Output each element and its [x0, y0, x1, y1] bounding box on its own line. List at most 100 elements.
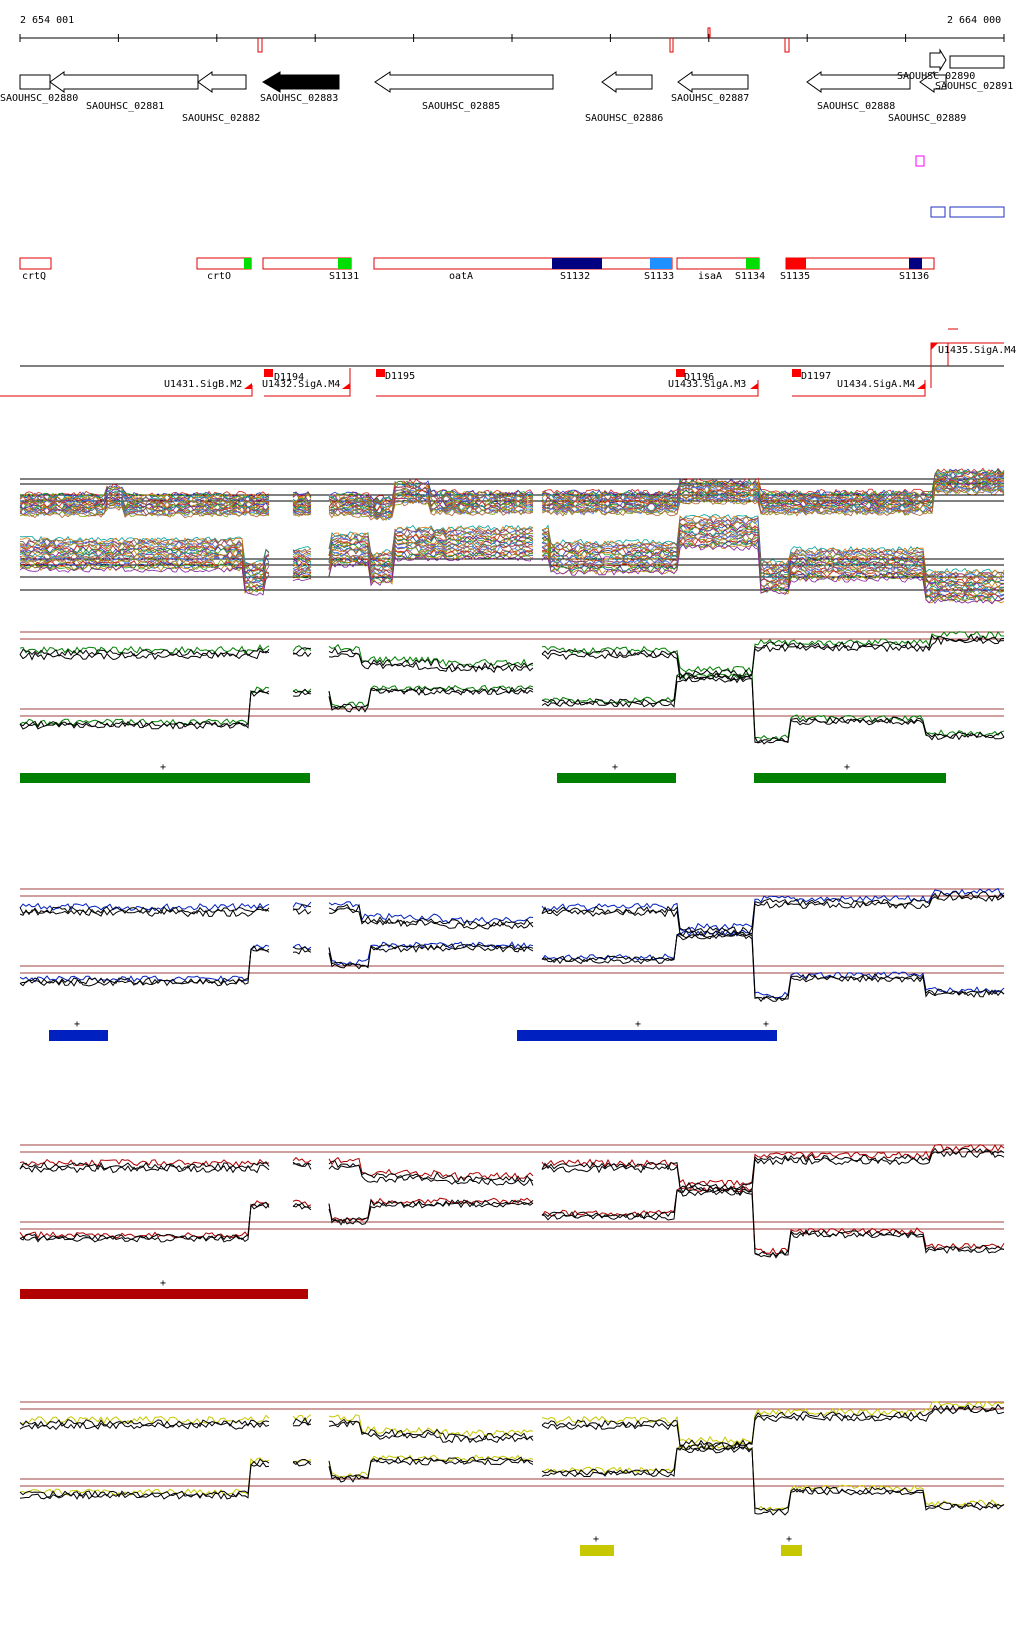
feature-box[interactable]: [262, 257, 352, 270]
plus-sign: +: [786, 1534, 792, 1545]
profile-line: [19, 528, 1005, 590]
feature-box[interactable]: [196, 257, 252, 270]
feature-segment[interactable]: [552, 258, 602, 269]
feature-label: S1135: [780, 271, 810, 282]
profile-line: [19, 672, 1005, 741]
profile-line: [19, 893, 1005, 938]
profile-line: [19, 482, 1005, 515]
profile-line: [19, 929, 1005, 999]
gene-label: SAOUHSC_02888: [817, 101, 895, 112]
plus-sign: +: [763, 1019, 769, 1030]
profile-line: [19, 541, 1005, 602]
profile-line: [19, 1187, 1005, 1257]
profile-line: [19, 536, 1005, 598]
gene-arrow-8[interactable]: [806, 71, 911, 93]
transcript-label: U1433.SigA.M3: [668, 379, 746, 390]
gene-arrows[interactable]: [19, 48, 1005, 93]
profile-line: [19, 524, 1005, 587]
gene-arrow-1[interactable]: [19, 74, 51, 90]
feature-segment[interactable]: [786, 258, 806, 269]
segment-bar-yellow[interactable]: [781, 1545, 802, 1556]
gene-label: SAOUHSC_02883: [260, 93, 338, 104]
profile-line: [19, 521, 1005, 583]
ruler-end-label: 2 664 000: [947, 15, 1001, 26]
plus-sign: +: [160, 1278, 166, 1289]
feature-label: S1136: [899, 271, 929, 282]
gene-arrow-4[interactable]: [262, 71, 340, 93]
expression-profiles: [19, 467, 1005, 1516]
profile-line: [19, 633, 1005, 678]
gene-arrow-6[interactable]: [601, 71, 653, 93]
feature-box[interactable]: [373, 257, 673, 270]
blue-outline-feature[interactable]: [949, 206, 1005, 218]
transcript-label: U1432.SigA.M4: [262, 379, 340, 390]
segment-bar-yellow[interactable]: [580, 1545, 614, 1556]
profile-line: [19, 1442, 1005, 1512]
feature-label: S1131: [329, 271, 359, 282]
gene-arrow-11[interactable]: [949, 55, 1005, 69]
profile-line: [19, 531, 1005, 592]
gene-arrow-9[interactable]: [919, 71, 947, 93]
segment-bar-green[interactable]: [754, 773, 946, 783]
gene-label: SAOUHSC_02889: [888, 113, 966, 124]
segment-bar-green[interactable]: [20, 773, 310, 783]
plus-sign: +: [612, 762, 618, 773]
profile-line: [19, 1189, 1005, 1259]
gene-arrow-5[interactable]: [374, 71, 554, 93]
ruler-ticks: [19, 34, 1005, 42]
feature-segment[interactable]: [746, 258, 759, 269]
feature-track: crtQ crtO S1131 oatA S1132 S1133 isaA S1…: [19, 257, 935, 282]
segment-bar-green[interactable]: [557, 773, 676, 783]
profile-line: [19, 1446, 1005, 1516]
feature-label: S1132: [560, 271, 590, 282]
ruler-markers: [257, 27, 790, 53]
profile-line: [19, 484, 1005, 518]
profile-line: [19, 538, 1005, 600]
profile-line: [19, 474, 1005, 508]
gene-label: SAOUHSC_02885: [422, 101, 500, 112]
profile-line: [19, 1144, 1005, 1188]
gene-arrow-2[interactable]: [49, 71, 199, 93]
segment-bar-blue[interactable]: [517, 1030, 777, 1041]
gene-arrow-3[interactable]: [197, 71, 247, 93]
feature-segment[interactable]: [338, 258, 351, 269]
feature-label: oatA: [449, 271, 473, 282]
blue-outline-feature[interactable]: [930, 206, 946, 218]
profile-line: [19, 539, 1005, 601]
gene-arrow-7[interactable]: [677, 71, 749, 93]
gene-label: SAOUHSC_02882: [182, 113, 260, 124]
ruler-start-label: 2 654 001: [20, 15, 74, 26]
profile-line: [19, 1444, 1005, 1512]
profile-line: [19, 522, 1004, 584]
segment-bar-red[interactable]: [20, 1289, 308, 1299]
gene-track: SAOUHSC_02880 SAOUHSC_02881 SAOUHSC_0288…: [0, 48, 1013, 124]
plus-sign: +: [160, 762, 166, 773]
gene-arrow-10[interactable]: [929, 48, 947, 72]
plus-sign: +: [74, 1019, 80, 1030]
profile-line: [19, 1185, 1005, 1255]
profile-line: [19, 488, 1005, 521]
profile-line: [19, 518, 1005, 580]
profile-line: [19, 1150, 1005, 1194]
transcript-label: D1194: [274, 372, 304, 383]
feature-label: crtO: [207, 271, 231, 282]
magenta-marker[interactable]: [915, 155, 925, 167]
profile-line: [19, 933, 1005, 1003]
feature-box[interactable]: [19, 257, 52, 270]
profile-line: [19, 1403, 1005, 1447]
gene-label: SAOUHSC_02886: [585, 113, 663, 124]
plus-sign: +: [844, 762, 850, 773]
feature-segment[interactable]: [909, 258, 922, 269]
feature-segment[interactable]: [244, 258, 251, 269]
profile-line: [19, 676, 1005, 745]
feature-label: S1133: [644, 271, 674, 282]
coordinate-ruler: 2 654 001 2 664 000: [19, 15, 1005, 53]
profile-line: [20, 515, 1005, 577]
profile-line: [19, 887, 1005, 932]
transcript-track: U1431.SigB.M2 D1194 U1432.SigA.M4 D1195 …: [0, 328, 1016, 397]
gene-label: SAOUHSC_02881: [86, 101, 164, 112]
segment-bar-blue[interactable]: [49, 1030, 108, 1041]
transcript-label: U1435.SigA.M4: [938, 345, 1016, 356]
feature-segment[interactable]: [650, 258, 672, 269]
